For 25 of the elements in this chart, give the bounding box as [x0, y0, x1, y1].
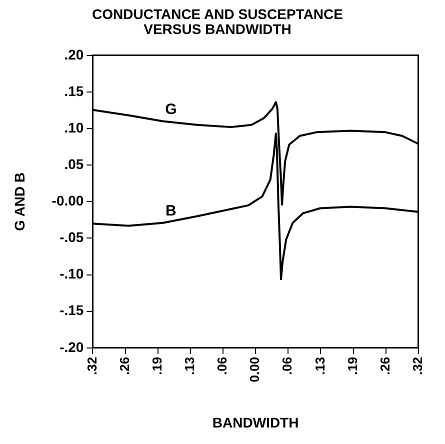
chart-title: CONDUCTANCE AND SUSCEPTANCE VERSUS BANDWIDTH — [92, 6, 343, 37]
y-tick-label: -.10 — [60, 266, 84, 282]
x-tick-label: .19 — [344, 356, 360, 375]
y-tick-label: .20 — [64, 46, 84, 62]
y-tick-label: -.15 — [60, 302, 84, 318]
x-tick-label: .06 — [280, 356, 295, 375]
x-tick-label: .13 — [182, 356, 197, 375]
series-label: B — [166, 202, 177, 220]
x-tick-label: 0.00 — [247, 356, 262, 382]
x-tick-label: .32 — [410, 356, 425, 375]
x-tick-label: .26 — [377, 356, 392, 375]
x-tick-label: .06 — [214, 356, 230, 375]
x-tick-label: .26 — [116, 356, 132, 375]
series-label: G — [165, 100, 177, 118]
y-tick-label: .10 — [64, 119, 84, 136]
y-tick-label: -0.00 — [52, 192, 84, 209]
x-tick-label: .32 — [84, 356, 100, 375]
x-tick-label: .13 — [312, 356, 328, 375]
x-tick-label: .19 — [149, 356, 164, 375]
y-tick-label: .05 — [64, 156, 84, 172]
y-tick-label: .15 — [64, 82, 84, 99]
x-axis-title: BANDWIDTH — [212, 414, 299, 430]
y-tick-label: -.20 — [60, 338, 84, 355]
y-axis-title: G AND B — [11, 172, 28, 231]
y-tick-label: -.05 — [60, 229, 84, 246]
